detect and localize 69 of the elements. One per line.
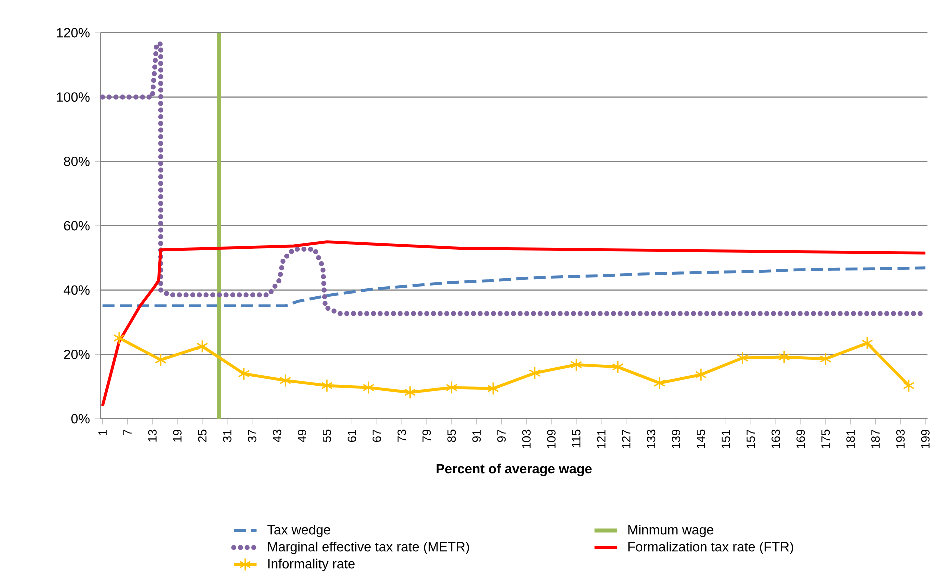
point bbox=[238, 367, 250, 381]
x-tick-label: 43 bbox=[273, 430, 282, 442]
y-tick-label: 20% bbox=[64, 350, 90, 360]
y-tick-label: 100% bbox=[57, 92, 90, 102]
x-tick-label: 115 bbox=[572, 430, 581, 448]
x-tick-label: 139 bbox=[672, 430, 681, 448]
legend-label: Formalization tax rate (FTR) bbox=[628, 542, 794, 554]
x-tick-label: 127 bbox=[622, 430, 631, 448]
x-tick-label: 199 bbox=[921, 430, 930, 448]
point bbox=[862, 336, 874, 350]
point bbox=[529, 366, 541, 380]
y-tick-label: 60% bbox=[64, 221, 90, 231]
x-tick-label: 37 bbox=[248, 430, 257, 442]
x-tick-label: 13 bbox=[148, 430, 157, 442]
x-tick-label: 67 bbox=[372, 430, 382, 442]
y-tick-label: 80% bbox=[64, 156, 90, 166]
x-tick-label: 187 bbox=[872, 430, 880, 448]
x-axis-title: Percent of average wage bbox=[436, 464, 592, 476]
legend-label: Tax wedge bbox=[268, 524, 330, 538]
point bbox=[362, 381, 375, 394]
x-tick-label: 25 bbox=[198, 430, 207, 442]
point bbox=[612, 360, 624, 374]
point bbox=[404, 386, 416, 400]
point bbox=[695, 368, 708, 382]
x-tick-label: 79 bbox=[422, 430, 432, 442]
line-series bbox=[101, 240, 928, 408]
legend-label: Minmum wage bbox=[628, 524, 714, 538]
x-tick-label: 31 bbox=[223, 430, 232, 442]
x-tick-label: 19 bbox=[173, 430, 182, 442]
legend-label: Marginal effective tax rate (METR) bbox=[268, 542, 470, 554]
x-tick-label: 103 bbox=[522, 430, 531, 448]
point bbox=[903, 379, 915, 393]
x-tick-label: 55 bbox=[323, 430, 332, 442]
y-tick-label: 120% bbox=[57, 28, 90, 38]
point bbox=[321, 379, 334, 393]
x-tick-label: 181 bbox=[846, 430, 856, 448]
point bbox=[820, 352, 832, 366]
x-tick-label: 1 bbox=[98, 430, 107, 436]
x-tick-label: 49 bbox=[298, 430, 307, 442]
x-tick-label: 121 bbox=[597, 430, 606, 448]
x-tick-label: 73 bbox=[398, 430, 406, 442]
point bbox=[155, 353, 167, 367]
legend-label: Informality rate bbox=[268, 558, 355, 572]
y-tick-label: 0% bbox=[72, 414, 90, 424]
x-tick-label: 145 bbox=[697, 430, 706, 448]
point bbox=[488, 382, 500, 396]
x-tick-label: 157 bbox=[746, 430, 756, 448]
x-tick-label: 7 bbox=[124, 430, 132, 436]
point bbox=[446, 381, 458, 394]
x-tick-label: 91 bbox=[472, 430, 482, 442]
x-tick-label: 175 bbox=[822, 430, 830, 448]
point bbox=[196, 340, 208, 354]
x-tick-label: 85 bbox=[448, 430, 456, 442]
point bbox=[570, 358, 582, 372]
x-tick-label: 109 bbox=[547, 430, 556, 448]
x-tick-label: 61 bbox=[348, 430, 356, 442]
x-tick-label: 133 bbox=[647, 430, 656, 448]
point bbox=[280, 374, 292, 388]
y-tick-label: 40% bbox=[64, 286, 90, 296]
line-series bbox=[101, 266, 928, 308]
x-tick-label: 163 bbox=[772, 430, 780, 448]
x-tick-label: 151 bbox=[722, 430, 730, 448]
x-tick-label: 169 bbox=[796, 430, 806, 448]
x-tick-label: 193 bbox=[896, 430, 905, 448]
point bbox=[778, 350, 790, 364]
point bbox=[736, 352, 749, 365]
x-tick-label: 97 bbox=[497, 430, 506, 442]
point bbox=[654, 376, 666, 390]
point bbox=[114, 332, 126, 345]
